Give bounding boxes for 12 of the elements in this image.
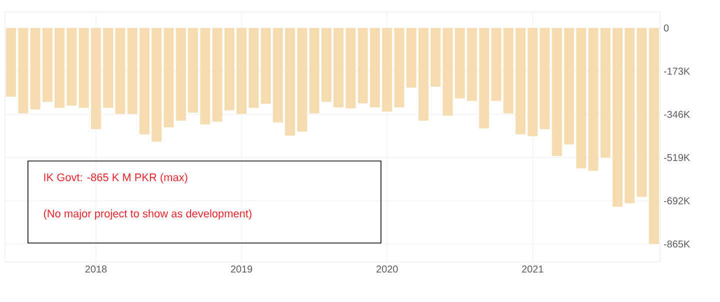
annotation: (No major project to show as development) (44, 209, 252, 220)
x-tick-label: 2020 (376, 266, 398, 273)
y-tick-label: -692K (664, 197, 690, 204)
annotation: IK Govt: -865 K M PKR (max) (44, 173, 188, 184)
x-tick-label: 2021 (522, 266, 544, 273)
x-tick-label: 2018 (85, 266, 107, 273)
y-tick-label: -173K (664, 68, 690, 75)
y-tick-label: 0 (664, 24, 669, 32)
x-tick-label: 2019 (230, 266, 252, 273)
y-tick-label: -346K (664, 110, 690, 118)
y-tick-label: -865K (664, 240, 690, 248)
y-tick-label: -519K (664, 154, 690, 162)
